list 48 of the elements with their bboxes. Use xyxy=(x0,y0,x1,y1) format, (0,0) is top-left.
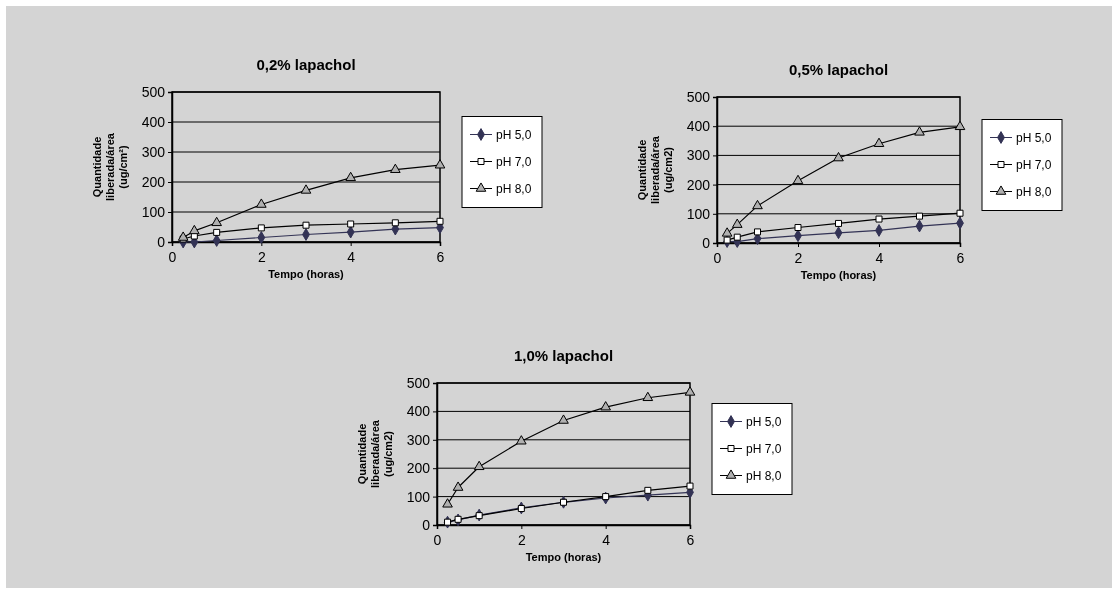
x-tick-label: 6 xyxy=(686,531,695,548)
chart-title: 0,2% lapachol xyxy=(256,56,356,73)
legend-label: pH 7,0 xyxy=(1016,157,1052,172)
y-axis-title: Quantidade liberada/área (ug/cm2) xyxy=(636,135,674,204)
y-tick-label: 0 xyxy=(702,234,711,251)
x-tick-label: 0 xyxy=(713,249,722,266)
y-tick-label: 300 xyxy=(141,143,166,160)
y-tick-label: 300 xyxy=(406,431,431,448)
y-axis-title: Quantidade liberada/área (ug/cm²) xyxy=(91,132,129,201)
y-tick-label: 500 xyxy=(141,83,166,100)
legend-label: pH 7,0 xyxy=(746,441,782,456)
y-tick-label: 400 xyxy=(406,403,431,420)
legend-label: pH 5,0 xyxy=(746,414,782,429)
x-tick-label: 6 xyxy=(436,248,445,265)
y-tick-label: 100 xyxy=(141,203,166,220)
y-tick-label: 400 xyxy=(686,118,711,135)
y-tick-label: 100 xyxy=(406,488,431,505)
y-tick-label: 500 xyxy=(686,88,711,105)
x-tick-label: 4 xyxy=(602,531,611,548)
y-tick-label: 0 xyxy=(157,233,166,250)
legend-label: pH 8,0 xyxy=(746,468,782,483)
x-tick-label: 4 xyxy=(347,248,356,265)
x-tick-label: 2 xyxy=(794,249,803,266)
y-axis-title: Quantidade liberada/área (ug/cm2) xyxy=(356,419,394,488)
x-tick-label: 2 xyxy=(517,531,526,548)
chart-title: 1,0% lapachol xyxy=(513,347,614,364)
y-tick-label: 200 xyxy=(686,176,711,193)
x-axis-title: Tempo (horas) xyxy=(800,269,877,281)
y-tick-label: 300 xyxy=(686,147,711,164)
x-tick-label: 0 xyxy=(433,531,442,548)
y-tick-label: 100 xyxy=(686,205,711,222)
chart-title: 0,5% lapachol xyxy=(788,61,889,78)
legend-label: pH 5,0 xyxy=(1016,130,1052,145)
legend-label: pH 8,0 xyxy=(496,181,532,196)
x-tick-label: 6 xyxy=(956,249,965,266)
x-tick-label: 2 xyxy=(257,248,266,265)
legend-label: pH 5,0 xyxy=(496,127,532,142)
x-tick-label: 4 xyxy=(875,249,884,266)
y-tick-label: 0 xyxy=(422,516,431,533)
x-axis-title: Tempo (horas) xyxy=(268,268,345,280)
legend-label: pH 8,0 xyxy=(1016,184,1052,199)
x-tick-label: 0 xyxy=(168,248,177,265)
y-tick-label: 200 xyxy=(141,173,166,190)
y-tick-label: 400 xyxy=(141,113,166,130)
legend-label: pH 7,0 xyxy=(496,154,532,169)
y-tick-label: 200 xyxy=(406,460,431,477)
x-axis-title: Tempo (horas) xyxy=(525,551,602,563)
y-tick-label: 500 xyxy=(406,374,431,391)
